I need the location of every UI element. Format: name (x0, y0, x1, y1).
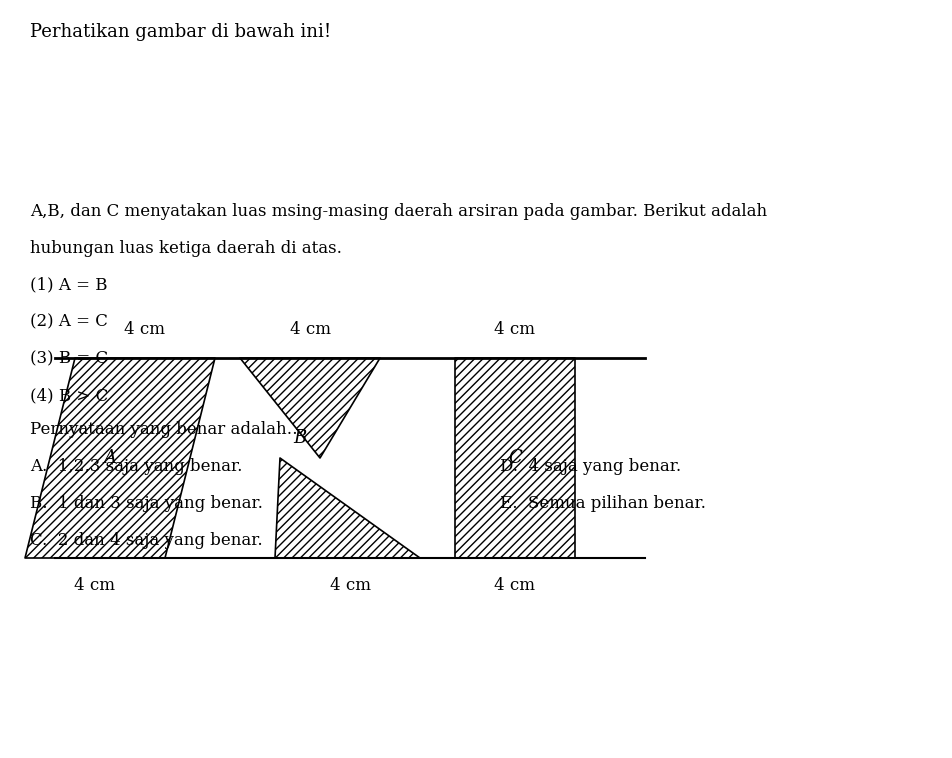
Text: (3) B = C: (3) B = C (30, 350, 108, 367)
Text: (1) A = B: (1) A = B (30, 276, 108, 293)
Text: 4 cm: 4 cm (494, 321, 535, 339)
Text: B: B (293, 429, 307, 447)
Text: A.  1,2,3 saja yang benar.: A. 1,2,3 saja yang benar. (30, 458, 242, 475)
Text: 4 cm: 4 cm (329, 578, 370, 594)
Text: D.  4 saja yang benar.: D. 4 saja yang benar. (500, 458, 681, 475)
Text: 4 cm: 4 cm (289, 321, 330, 339)
Text: E.  Semua pilihan benar.: E. Semua pilihan benar. (500, 495, 705, 512)
Text: 4 cm: 4 cm (74, 578, 115, 594)
Text: A,B, dan C menyatakan luas msing-masing daerah arsiran pada gambar. Berikut adal: A,B, dan C menyatakan luas msing-masing … (30, 203, 766, 220)
Text: hubungan luas ketiga daerah di atas.: hubungan luas ketiga daerah di atas. (30, 240, 342, 257)
Text: Pernyataan yang benar adalah…: Pernyataan yang benar adalah… (30, 421, 303, 438)
Text: (2) A = C: (2) A = C (30, 313, 108, 330)
Text: (4) B > C: (4) B > C (30, 387, 109, 404)
Text: 4 cm: 4 cm (125, 321, 166, 339)
Text: B.  1 dan 3 saja yang benar.: B. 1 dan 3 saja yang benar. (30, 495, 263, 512)
Text: A: A (104, 449, 116, 467)
Text: 4 cm: 4 cm (494, 578, 535, 594)
Text: Perhatikan gambar di bawah ini!: Perhatikan gambar di bawah ini! (30, 23, 331, 41)
Text: C.  2 dan 4 saja yang benar.: C. 2 dan 4 saja yang benar. (30, 532, 263, 549)
Text: C: C (507, 449, 522, 467)
